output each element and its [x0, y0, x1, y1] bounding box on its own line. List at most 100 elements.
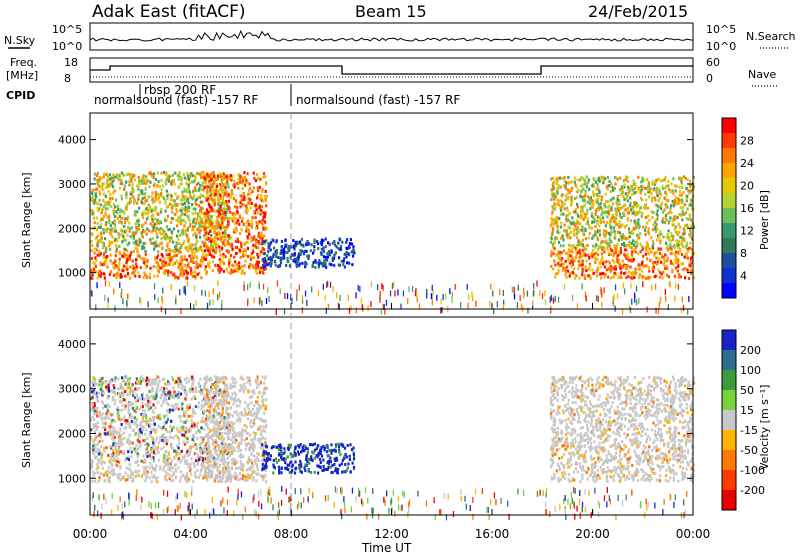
- heatmap-cell: [187, 478, 190, 482]
- heatmap-cell: [208, 265, 211, 269]
- heatmap-cell: [97, 466, 100, 470]
- heatmap-cell: [96, 442, 99, 446]
- heatmap-cell: [596, 230, 599, 234]
- heatmap-cell: [181, 274, 184, 278]
- heatmap-cell: [194, 177, 197, 181]
- heatmap-cell: [229, 254, 233, 257]
- heatmap-cell: [673, 217, 676, 221]
- heatmap-cell: [256, 262, 259, 265]
- heatmap-cell: [605, 209, 608, 213]
- heatmap-cell: [664, 196, 667, 200]
- heatmap-cell: [206, 253, 209, 257]
- heatmap-cell: [564, 273, 567, 277]
- heatmap-cell: [659, 241, 662, 245]
- heatmap-cell: [170, 428, 173, 432]
- heatmap-cell: [562, 266, 565, 270]
- heatmap-cell: [189, 447, 192, 451]
- heatmap-cell: [141, 190, 144, 194]
- heatmap-cell: [156, 218, 159, 222]
- heatmap-cell: [664, 214, 668, 217]
- heatmap-cell: [187, 249, 190, 253]
- heatmap-cell: [238, 214, 241, 218]
- heatmap-cell: [609, 225, 612, 229]
- heatmap-cell: [557, 186, 560, 190]
- heatmap-cell: [570, 195, 573, 199]
- heatmap-cell: [96, 240, 99, 244]
- heatmap-cell: [213, 229, 216, 232]
- heatmap-cell: [594, 233, 597, 236]
- heatmap-cell: [246, 241, 249, 244]
- heatmap-cell: [554, 263, 557, 267]
- heatmap-cell: [151, 389, 154, 393]
- heatmap-cell: [179, 476, 182, 480]
- heatmap-cell: [124, 247, 127, 251]
- heatmap-cell: [181, 207, 184, 210]
- heatmap-cell: [555, 218, 558, 222]
- power-ylabel: Slant Range [km]: [20, 172, 33, 268]
- heatmap-cell: [680, 262, 683, 266]
- heatmap-cell: [186, 280, 189, 287]
- freq-label-line1: Freq.: [10, 56, 37, 69]
- heatmap-cell: [570, 254, 573, 258]
- heatmap-cell: [96, 178, 99, 182]
- heatmap-cell: [155, 464, 158, 468]
- heatmap-cell: [210, 244, 213, 247]
- heatmap-cell: [431, 299, 433, 306]
- heatmap-cell: [656, 238, 659, 242]
- heatmap-cell: [627, 227, 631, 231]
- heatmap-cell: [247, 201, 250, 205]
- heatmap-cell: [206, 245, 209, 248]
- heatmap-cell: [637, 222, 640, 225]
- heatmap-cell: [264, 259, 267, 263]
- heatmap-cell: [261, 242, 264, 246]
- heatmap-cell: [562, 244, 565, 248]
- heatmap-cell: [199, 235, 202, 239]
- heatmap-cell: [625, 248, 628, 252]
- heatmap-cell: [178, 261, 181, 265]
- heatmap-cell: [183, 477, 187, 481]
- heatmap-cell: [119, 464, 122, 468]
- heatmap-cell: [161, 295, 163, 302]
- heatmap-cell: [195, 218, 198, 222]
- heatmap-cell: [245, 178, 248, 182]
- heatmap-cell: [195, 240, 198, 244]
- heatmap-cell: [254, 216, 257, 220]
- heatmap-cell: [92, 201, 96, 205]
- heatmap-cell: [523, 287, 525, 294]
- heatmap-cell: [102, 199, 105, 202]
- heatmap-cell: [241, 250, 244, 254]
- heatmap-cell: [299, 243, 303, 247]
- heatmap-cell: [180, 182, 183, 186]
- heatmap-cell: [632, 239, 635, 243]
- heatmap-cell: [177, 178, 180, 181]
- heatmap-cell: [577, 205, 580, 209]
- heatmap-cell: [689, 241, 692, 245]
- heatmap-cell: [640, 244, 643, 248]
- heatmap-cell: [581, 244, 585, 248]
- heatmap-cell: [217, 196, 220, 200]
- heatmap-cell: [128, 257, 131, 261]
- heatmap-cell: [174, 245, 177, 249]
- heatmap-cell: [670, 234, 673, 238]
- heatmap-cell: [383, 304, 385, 310]
- heatmap-cell: [612, 254, 615, 258]
- heatmap-cell: [154, 229, 157, 233]
- heatmap-cell: [599, 202, 602, 206]
- heatmap-cell: [287, 260, 290, 264]
- heatmap-cell: [692, 175, 695, 179]
- heatmap-cell: [557, 296, 560, 303]
- heatmap-cell: [259, 177, 262, 181]
- heatmap-cell: [656, 227, 659, 231]
- heatmap-cell: [165, 263, 168, 267]
- heatmap-cell: [617, 238, 620, 242]
- heatmap-cell: [176, 195, 179, 199]
- heatmap-cell: [220, 202, 224, 206]
- heatmap-cell: [252, 171, 255, 175]
- heatmap-cell: [223, 229, 227, 233]
- heatmap-cell: [570, 188, 573, 192]
- heatmap-cell: [291, 297, 293, 304]
- heatmap-cell: [171, 375, 174, 379]
- heatmap-cell: [670, 211, 673, 214]
- heatmap-cell: [137, 219, 140, 223]
- heatmap-cell: [687, 249, 690, 253]
